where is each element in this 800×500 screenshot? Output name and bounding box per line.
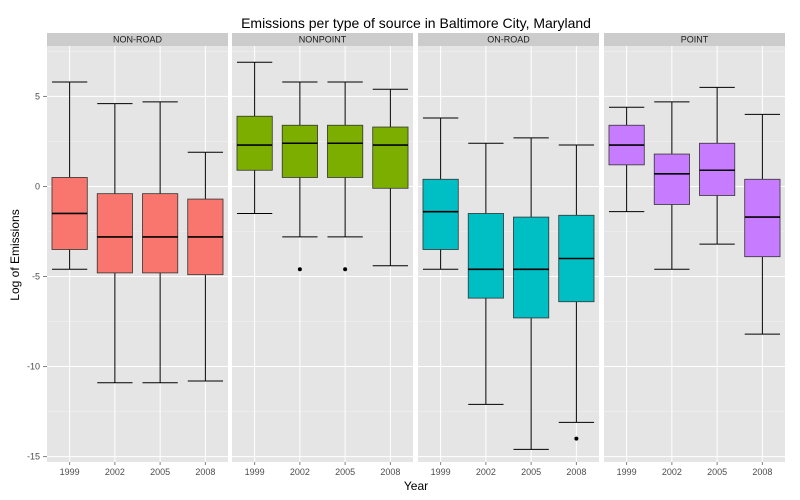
y-tick-label: -15 <box>27 452 40 462</box>
y-axis-title: Log of Emissions <box>8 209 22 300</box>
outlier-point <box>574 436 579 441</box>
facet-strip-label: NON-ROAD <box>113 35 162 45</box>
box-iqr <box>513 216 550 319</box>
box-point-2002 <box>653 101 690 270</box>
x-tick-label: 2005 <box>521 467 541 477</box>
box-point-2008 <box>744 113 781 335</box>
outlier-point <box>297 267 302 272</box>
facet-panel-on-road: ON-ROAD 1999 2002 2005 2008 <box>418 33 599 477</box>
y-tick-label: -10 <box>27 362 40 372</box>
x-tick-label: 2005 <box>707 467 727 477</box>
y-axis: 5 0 -5 -10 -15 <box>27 91 47 462</box>
box-iqr <box>142 193 179 274</box>
box-on-road-2008 <box>558 144 595 441</box>
x-tick-label: 2005 <box>150 467 170 477</box>
x-tick-label: 2002 <box>105 467 125 477</box>
x-tick-label: 2002 <box>290 467 310 477</box>
box-non-road-1999 <box>51 81 88 270</box>
box-on-road-1999 <box>422 117 459 270</box>
x-axis-title: Year <box>404 479 428 493</box>
x-tick-label: 1999 <box>60 467 80 477</box>
facet-panel-non-road: NON-ROAD 1999 2002 2005 2008 <box>47 33 228 477</box>
box-iqr <box>422 178 459 250</box>
x-tick-label: 2008 <box>752 467 772 477</box>
box-iqr <box>699 142 736 196</box>
box-nonpoint-1999 <box>236 61 273 214</box>
y-tick-label: 5 <box>35 91 40 101</box>
x-tick-label: 2008 <box>380 467 400 477</box>
x-tick-label: 1999 <box>431 467 451 477</box>
x-tick-label: 1999 <box>617 467 637 477</box>
box-point-1999 <box>608 106 645 213</box>
facet-strip <box>47 33 228 46</box>
box-non-road-2005 <box>142 101 179 384</box>
box-nonpoint-2005 <box>327 81 364 272</box>
facet-panel-point: POINT 1999 2002 2005 2008 <box>604 33 785 477</box>
facet-panel-nonpoint: NONPOINT 1999 2002 2005 2008 <box>232 33 413 477</box>
box-point-2005 <box>699 86 736 245</box>
panel-background <box>232 46 413 462</box>
box-non-road-2008 <box>187 151 224 382</box>
x-tick-label: 1999 <box>245 467 265 477</box>
facet-strip <box>232 33 413 46</box>
box-iqr <box>467 213 504 299</box>
x-tick-label: 2002 <box>662 467 682 477</box>
box-nonpoint-2002 <box>281 81 318 272</box>
box-nonpoint-2008 <box>372 88 409 267</box>
x-tick-label: 2008 <box>566 467 586 477</box>
box-on-road-2005 <box>513 137 550 450</box>
facet-strip <box>604 33 785 46</box>
box-on-road-2002 <box>467 142 504 405</box>
box-iqr <box>96 193 133 274</box>
facet-strip <box>418 33 599 46</box>
x-tick-label: 2008 <box>195 467 215 477</box>
x-tick-label: 2002 <box>476 467 496 477</box>
box-iqr <box>372 126 409 189</box>
outlier-point <box>343 267 348 272</box>
y-tick-label: -5 <box>32 272 40 282</box>
box-iqr <box>653 153 690 205</box>
y-tick-label: 0 <box>35 181 40 191</box>
facet-strip-label: POINT <box>681 35 709 45</box>
box-iqr <box>236 115 273 171</box>
box-iqr <box>281 124 318 178</box>
box-iqr <box>744 178 781 258</box>
facet-strip-label: NONPOINT <box>299 35 347 45</box>
facet-panels: NON-ROAD 1999 2002 2005 2008 NONPOINT 1999 2002… <box>47 33 785 477</box>
box-iqr <box>327 124 364 178</box>
chart-title: Emissions per type of source in Baltimor… <box>241 15 591 31</box>
x-tick-label: 2005 <box>335 467 355 477</box>
box-non-road-2002 <box>96 103 133 384</box>
facet-strip-label: ON-ROAD <box>487 35 530 45</box>
